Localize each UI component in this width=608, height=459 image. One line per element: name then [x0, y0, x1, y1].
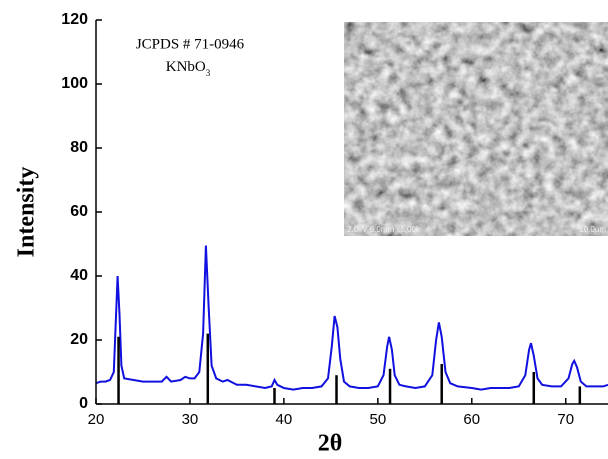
- x-tick-label: 70: [557, 411, 574, 428]
- sem-scale: 10.0um: [579, 225, 606, 234]
- x-tick-label: 50: [369, 411, 386, 428]
- annotation: JCPDS # 71-0946: [136, 36, 245, 52]
- x-tick-label: 20: [88, 411, 105, 428]
- formula: KNbO: [166, 59, 206, 75]
- xrd-line: [95, 245, 608, 391]
- inset-image: 2.0kV 6.0mm x5.00k 10.0um: [344, 22, 608, 236]
- sem-texture: [344, 22, 608, 236]
- annotation: KNbO3: [166, 59, 211, 78]
- sem-info: 2.0kV 6.0mm x5.00k: [347, 225, 421, 234]
- y-axis-title: Intensity: [14, 167, 40, 258]
- x-tick-label: 60: [463, 411, 480, 428]
- x-tick-label: 30: [182, 411, 199, 428]
- x-axis-title: 2θ: [318, 431, 343, 457]
- y-tick-label: 20: [70, 331, 88, 348]
- formula-subscript: 3: [206, 68, 211, 78]
- y-tick-label: 100: [61, 75, 88, 92]
- y-tick-label: 40: [70, 267, 88, 284]
- y-tick-label: 0: [79, 395, 88, 412]
- y-tick-label: 60: [70, 203, 88, 220]
- y-tick-label: 80: [70, 139, 88, 156]
- y-tick-label: 120: [61, 11, 88, 28]
- x-tick-label: 40: [276, 411, 293, 428]
